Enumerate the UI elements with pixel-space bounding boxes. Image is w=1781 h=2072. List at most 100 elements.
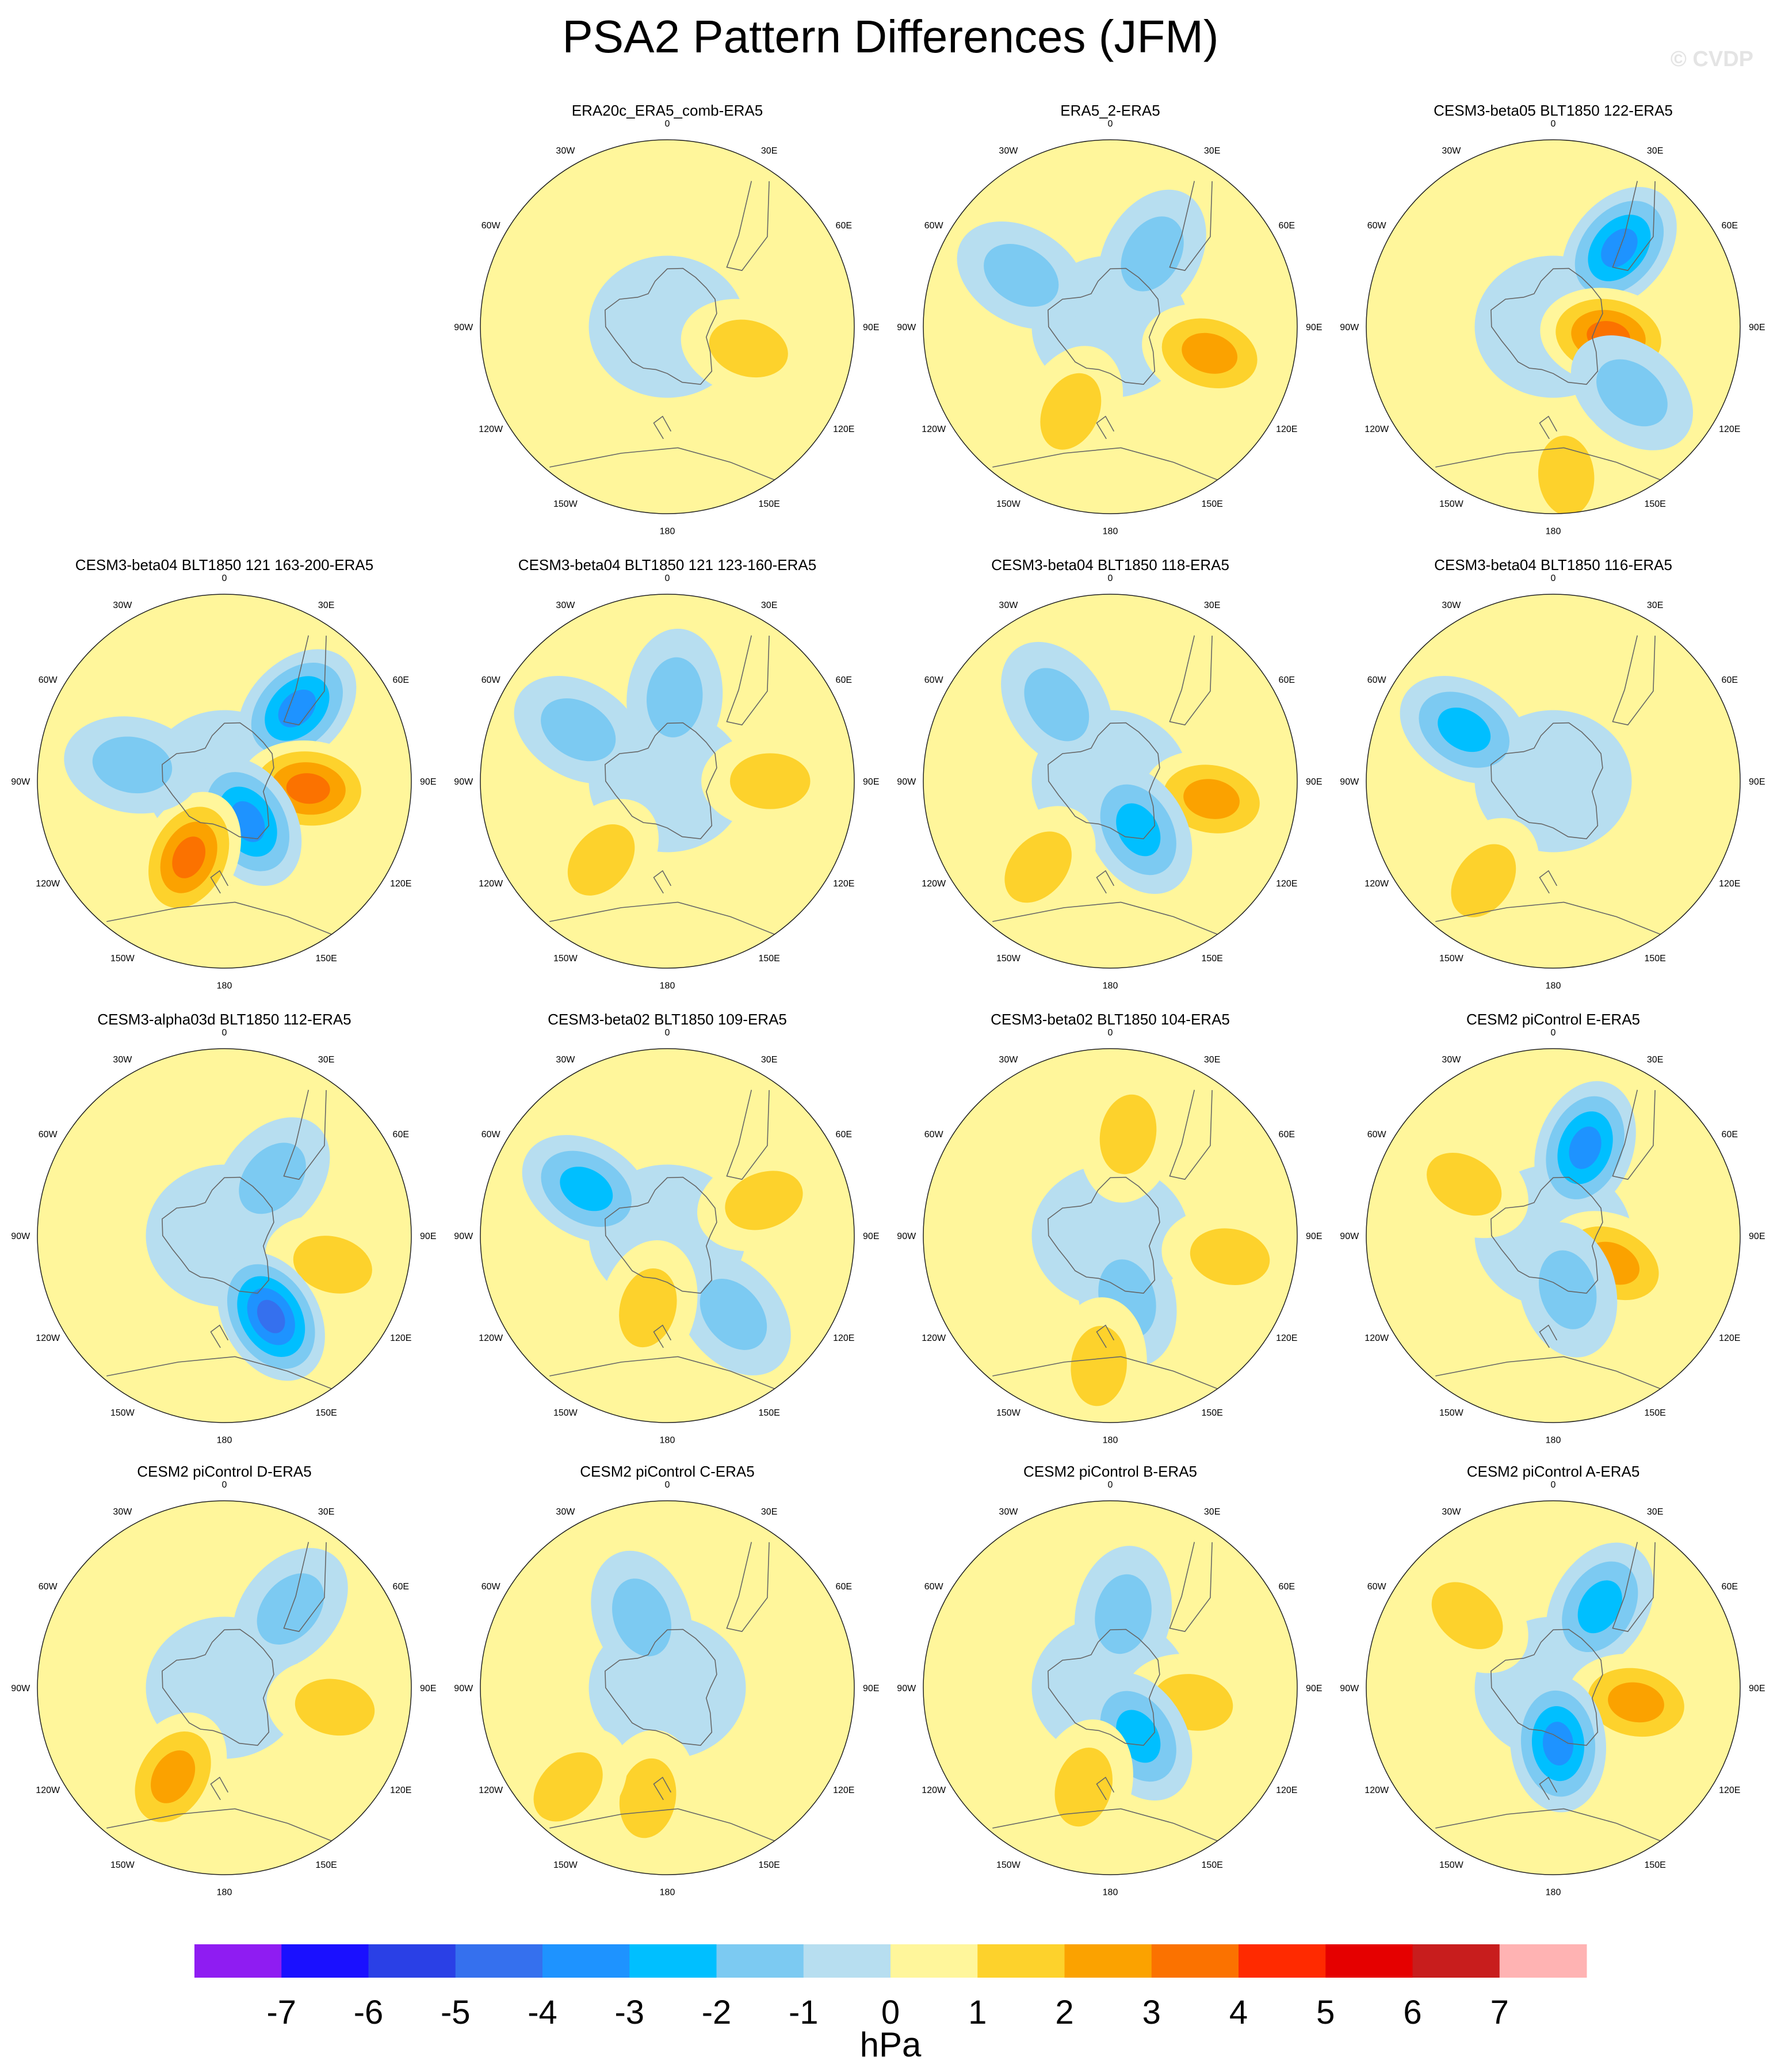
- longitude-label: 30W: [556, 146, 575, 156]
- south-america-outline: [726, 181, 770, 272]
- polar-map: 0 30E 60E 90E 120E 150E 180 150W 120W 90W 60W 30W: [454, 1028, 879, 1446]
- longitude-label: 90E: [1306, 1232, 1322, 1241]
- longitude-label: 90E: [863, 777, 879, 787]
- longitude-label: 150W: [553, 1860, 578, 1870]
- polar-map: 0 30E 60E 90E 120E 150E 180 150W 120W 90W 60W 30W: [1340, 1028, 1765, 1446]
- south-america-outline: [283, 635, 327, 726]
- polar-map: 0 30E 60E 90E 120E 150E 180 150W 120W 90W 60W 30W: [1340, 1480, 1765, 1898]
- colorbar-swatch: [803, 1944, 891, 1978]
- longitude-label: 150E: [1644, 954, 1665, 964]
- longitude-label: 90E: [863, 323, 879, 332]
- negative-anomaly: [278, 689, 316, 728]
- south-america-outline: [283, 1089, 327, 1180]
- panel-title: CESM2 piControl B-ERA5: [1023, 1463, 1197, 1480]
- longitude-label: 0: [1108, 119, 1113, 129]
- new-zealand-outline: [653, 870, 672, 894]
- map-panels: ERA20c_ERA5_comb-ERA5 0 30E 60E 90E 120E 150E 1…: [11, 102, 1765, 1898]
- longitude-label: 120E: [390, 879, 411, 889]
- longitude-label: 120E: [1276, 879, 1297, 889]
- colorbar-swatch: [455, 1944, 543, 1978]
- longitude-label: 30W: [113, 1507, 132, 1517]
- longitude-label: 30W: [1442, 1055, 1461, 1065]
- panel-title: CESM3-beta04 BLT1850 118-ERA5: [991, 556, 1229, 574]
- panel-title: CESM2 piControl E-ERA5: [1466, 1011, 1640, 1028]
- longitude-label: 150W: [996, 954, 1021, 964]
- longitude-label: 120W: [479, 425, 503, 434]
- negative-anomaly: [1542, 1722, 1574, 1766]
- positive-anomaly: [1040, 373, 1102, 450]
- longitude-label: 180: [660, 1887, 675, 1897]
- positive-anomaly: [151, 1750, 196, 1803]
- positive-anomaly: [729, 753, 811, 809]
- longitude-label: 90W: [454, 777, 473, 787]
- colorbar-tick-label: 4: [1229, 1994, 1248, 2031]
- positive-anomaly: [1538, 435, 1595, 514]
- longitude-label: 150E: [758, 1860, 779, 1870]
- longitude-label: 120E: [1276, 1333, 1297, 1343]
- polar-map: 0 30E 60E 90E 120E 150E 180 150W 120W 90W 60W 30W: [897, 1480, 1322, 1898]
- longitude-label: 180: [1546, 1435, 1561, 1445]
- negative-anomaly: [1596, 359, 1668, 427]
- positive-anomaly: [619, 1268, 677, 1348]
- colorbar-tick-label: 0: [881, 1994, 900, 2031]
- longitude-label: 60W: [39, 1582, 58, 1592]
- colorbar-tick-label: -2: [702, 1994, 732, 2031]
- longitude-label: 150E: [1201, 499, 1222, 509]
- longitude-label: 150W: [1439, 1408, 1464, 1418]
- south-america-outline: [1612, 181, 1656, 272]
- south-america-outline: [283, 1542, 327, 1633]
- longitude-label: 90W: [897, 1684, 916, 1693]
- longitude-label: 150W: [110, 954, 135, 964]
- longitude-label: 180: [1103, 981, 1118, 991]
- longitude-label: 120E: [833, 425, 854, 434]
- longitude-label: 60E: [836, 675, 852, 685]
- longitude-label: 0: [222, 1480, 227, 1490]
- longitude-label: 30E: [1204, 601, 1220, 610]
- longitude-label: 90W: [454, 1232, 473, 1241]
- new-zealand-outline: [653, 415, 672, 439]
- longitude-label: 150E: [1201, 1860, 1222, 1870]
- longitude-label: 30E: [318, 1055, 334, 1065]
- antarctica-coastline: [1048, 722, 1160, 840]
- polar-map: 0 30E 60E 90E 120E 150E 180 150W 120W 90W 60W 30W: [454, 574, 879, 991]
- longitude-label: 30W: [1442, 601, 1461, 610]
- map-border: [1366, 1500, 1741, 1875]
- longitude-label: 90W: [11, 1684, 30, 1693]
- longitude-label: 60E: [393, 1130, 409, 1140]
- cvdp-watermark: © CVDP: [1670, 47, 1753, 71]
- longitude-label: 30E: [1204, 1055, 1220, 1065]
- new-zealand-outline: [1096, 415, 1115, 439]
- colorbar-swatch: [1499, 1944, 1587, 1978]
- new-zealand-outline: [210, 1324, 229, 1348]
- australia-outline: [1435, 901, 1661, 935]
- longitude-label: 30W: [113, 601, 132, 610]
- colorbar-tick-label: -5: [441, 1994, 471, 2031]
- new-zealand-outline: [1096, 1324, 1115, 1348]
- polar-map: 0 30E 60E 90E 120E 150E 180 150W 120W 90W 60W 30W: [11, 1028, 436, 1446]
- south-america-outline: [726, 1089, 770, 1180]
- longitude-label: 30W: [556, 1507, 575, 1517]
- longitude-label: 30W: [556, 1055, 575, 1065]
- longitude-label: 0: [1551, 1028, 1556, 1038]
- south-america-outline: [1169, 1089, 1213, 1180]
- longitude-label: 120W: [1365, 1333, 1389, 1343]
- positive-anomaly: [1608, 1682, 1664, 1723]
- south-america-outline: [1612, 1542, 1656, 1633]
- longitude-label: 150E: [1201, 954, 1222, 964]
- map-border: [1366, 594, 1741, 969]
- map-border: [1366, 139, 1741, 514]
- new-zealand-outline: [1539, 1324, 1558, 1348]
- longitude-label: 180: [1546, 1887, 1561, 1897]
- longitude-label: 150W: [110, 1408, 135, 1418]
- antarctica-coastline: [162, 722, 274, 840]
- polar-map: 0 30E 60E 90E 120E 150E 180 150W 120W 90W 60W 30W: [897, 119, 1322, 537]
- longitude-label: 60W: [924, 1130, 944, 1140]
- south-america-outline: [1612, 1089, 1656, 1180]
- australia-outline: [992, 447, 1218, 480]
- longitude-label: 0: [665, 1028, 670, 1038]
- colorbar-swatch: [1239, 1944, 1326, 1978]
- australia-outline: [1435, 1808, 1661, 1841]
- longitude-label: 90E: [1749, 1684, 1765, 1693]
- colorbar-tick-label: 7: [1490, 1994, 1509, 2031]
- colorbar-swatch: [368, 1944, 456, 1978]
